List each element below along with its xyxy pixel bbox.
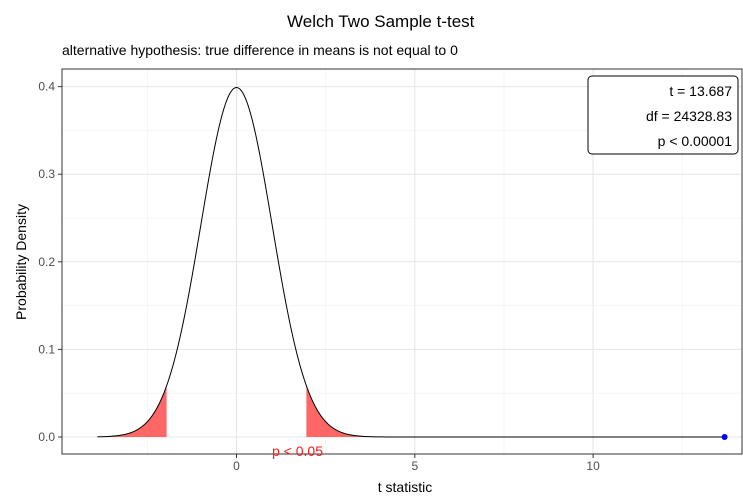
stats-box: t = 13.687 df = 24328.83 p < 0.00001 [587, 75, 739, 155]
y-tick-label: 0.0 [38, 430, 55, 444]
y-tick-label: 0.1 [38, 342, 55, 356]
observed-point-layer [721, 434, 728, 440]
x-axis-title: t statistic [378, 479, 432, 495]
chart-title: Welch Two Sample t-test [287, 12, 475, 31]
rejection-region-left [97, 385, 167, 437]
stats-p-value: p < 0.00001 [658, 133, 733, 149]
density-curve-layer [97, 87, 725, 438]
x-tick-label: 0 [233, 459, 240, 473]
y-tick-label: 0.3 [38, 167, 55, 181]
x-tick-label: 10 [586, 459, 600, 473]
density-curve [97, 87, 725, 438]
rejection-region [97, 385, 380, 437]
stats-t-value: t = 13.687 [669, 83, 732, 99]
y-tick-label: 0.4 [38, 80, 55, 94]
y-axis: 0.0 0.1 0.2 0.3 0.4 [38, 80, 62, 444]
chart-subtitle: alternative hypothesis: true difference … [62, 42, 458, 58]
stats-box-border [587, 75, 739, 155]
observed-t-point [721, 434, 728, 440]
x-tick-label: 5 [411, 459, 418, 473]
y-axis-title: Probability Density [13, 204, 29, 320]
rejection-region-right [306, 385, 380, 437]
x-axis: 0 5 10 [233, 454, 600, 473]
stats-df-value: df = 24328.83 [646, 108, 732, 124]
significance-label: p < 0.05 [272, 443, 323, 459]
y-tick-label: 0.2 [38, 255, 55, 269]
